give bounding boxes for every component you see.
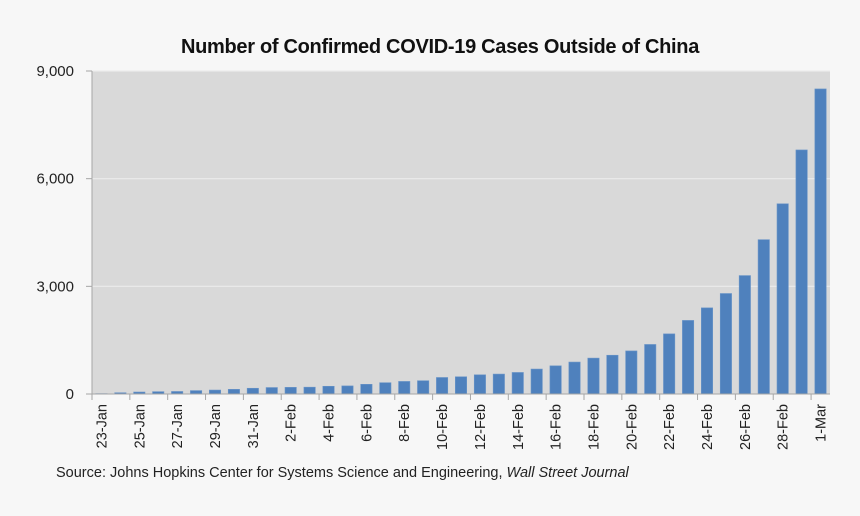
x-tick-label: 18-Feb — [586, 404, 602, 450]
bar-17-Feb — [568, 361, 581, 395]
y-tick-label: 3,000 — [36, 278, 74, 295]
bar-22-Feb — [663, 333, 676, 395]
bar-28-Jan — [190, 390, 203, 395]
x-tick-label: 14-Feb — [511, 404, 527, 450]
y-tick-label: 6,000 — [36, 171, 74, 188]
bar-16-Feb — [549, 365, 562, 395]
bar-25-Feb — [719, 293, 732, 395]
axes — [91, 71, 830, 395]
bar-19-Feb — [606, 354, 619, 395]
x-tick-label: 20-Feb — [624, 404, 640, 450]
bar-27-Feb — [757, 239, 770, 395]
y-axis-ticks: 0 3,000 6,000 9,000 — [36, 63, 92, 403]
x-tick-label: 1-Mar — [814, 404, 830, 442]
x-tick-label: 24-Feb — [700, 404, 716, 450]
bar-3-Feb — [303, 386, 316, 395]
bar-4-Feb — [322, 385, 335, 395]
y-tick-label: 9,000 — [36, 63, 74, 80]
plot-area — [92, 71, 830, 394]
x-tick-label: 12-Feb — [473, 404, 489, 450]
bar-29-Jan — [209, 389, 221, 395]
x-tick-label: 23-Jan — [94, 404, 110, 448]
x-tick-label: 22-Feb — [662, 404, 678, 450]
bar-13-Feb — [492, 373, 505, 395]
x-tick-label: 28-Feb — [776, 404, 792, 450]
x-tick-label: 2-Feb — [284, 404, 300, 442]
x-tick-label: 25-Jan — [132, 404, 148, 448]
bar-20-Feb — [625, 350, 638, 395]
source-note: Source: Johns Hopkins Center for Systems… — [56, 465, 629, 481]
source-text: Source: Johns Hopkins Center for Systems… — [56, 465, 507, 481]
x-tick-label: 8-Feb — [397, 404, 413, 442]
bar-30-Jan — [227, 389, 240, 395]
bar-26-Feb — [738, 275, 751, 395]
bar-7-Feb — [379, 382, 392, 395]
x-tick-label: 31-Jan — [246, 404, 262, 448]
bar-1-Mar — [814, 88, 827, 395]
bar-28-Feb — [776, 203, 789, 395]
bar-18-Feb — [587, 357, 600, 395]
x-tick-label: 27-Jan — [170, 404, 186, 448]
bar-31-Jan — [246, 387, 259, 395]
bar-12-Feb — [473, 374, 486, 395]
source-journal: Wall Street Journal — [506, 465, 629, 481]
bar-14-Feb — [511, 372, 524, 395]
bar-9-Feb — [417, 380, 430, 395]
bar-15-Feb — [530, 368, 543, 395]
bar-8-Feb — [398, 381, 411, 395]
bar-1-Feb — [265, 387, 278, 395]
gridlines — [92, 70, 830, 287]
x-tick-label: 10-Feb — [435, 404, 451, 450]
bar-24-Feb — [701, 307, 713, 395]
y-tick-label: 0 — [66, 386, 74, 403]
x-axis-ticks: 23-Jan 25-Jan 27-Jan 29-Jan 31-Jan 2-Feb 4-Feb… — [91, 394, 830, 450]
chart-title: Number of Confirmed COVID-19 Cases Outsi… — [180, 36, 700, 58]
bar-29-Feb — [795, 149, 808, 395]
bar-21-Feb — [644, 344, 657, 395]
bar-11-Feb — [455, 376, 467, 395]
bar-10-Feb — [436, 377, 449, 395]
x-tick-label: 6-Feb — [359, 404, 375, 442]
x-tick-label: 29-Jan — [208, 404, 224, 448]
x-tick-label: 4-Feb — [322, 404, 338, 442]
bar-23-Feb — [682, 320, 695, 395]
x-tick-label: 16-Feb — [549, 404, 565, 450]
bar-2-Feb — [284, 387, 297, 395]
bar-6-Feb — [360, 384, 373, 395]
bar-5-Feb — [341, 385, 354, 395]
x-tick-label: 26-Feb — [738, 404, 754, 450]
